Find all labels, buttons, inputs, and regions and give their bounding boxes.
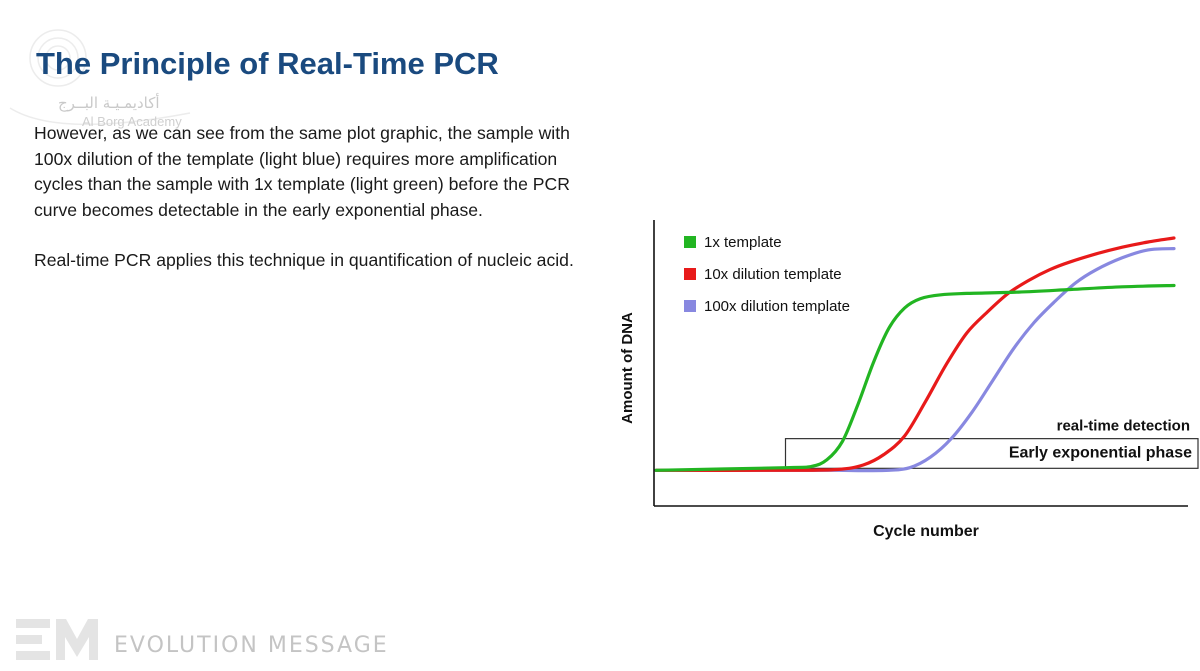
series-line-10x-dilution-template <box>654 236 1176 472</box>
annotation-realtime-detection: real-time detection <box>1057 418 1190 435</box>
slide-body: However, as we can see from the same plo… <box>34 121 574 274</box>
legend-label-2: 10x dilution template <box>704 266 842 283</box>
y-axis-label: Amount of DNA <box>619 312 636 424</box>
slide-title: The Principle of Real-Time PCR <box>36 46 499 81</box>
legend-label-3: 100x dilution template <box>704 298 850 315</box>
academy-watermark-latin: Al Borg Academy <box>82 114 182 129</box>
legend-label-1: 1x template <box>704 234 782 251</box>
paragraph-2: Real-time PCR applies this technique in … <box>34 250 574 270</box>
legend-swatch-3 <box>684 300 696 312</box>
detection-threshold-box <box>784 438 1199 469</box>
academy-watermark-arabic: أكاديمـيـة البــرج <box>58 94 160 112</box>
annotation-early-exponential-phase: Early exponential phase <box>1009 445 1192 462</box>
footer-brand-text: EVOLUTION MESSAGE <box>114 633 389 658</box>
series-line-100x-dilution-template <box>654 247 1176 473</box>
pcr-amplification-chart: real-time detection Early exponential pha… <box>619 220 1199 540</box>
em-logo-icon <box>16 619 98 660</box>
legend-swatch-1 <box>684 236 696 248</box>
legend-swatch-2 <box>684 268 696 280</box>
x-axis-label: Cycle number <box>873 523 979 540</box>
series-line-1x-template <box>654 283 1176 472</box>
paragraph-1: However, as we can see from the same plo… <box>34 123 570 220</box>
legend: 1x template 10x dilution template 100x dil… <box>684 234 850 315</box>
